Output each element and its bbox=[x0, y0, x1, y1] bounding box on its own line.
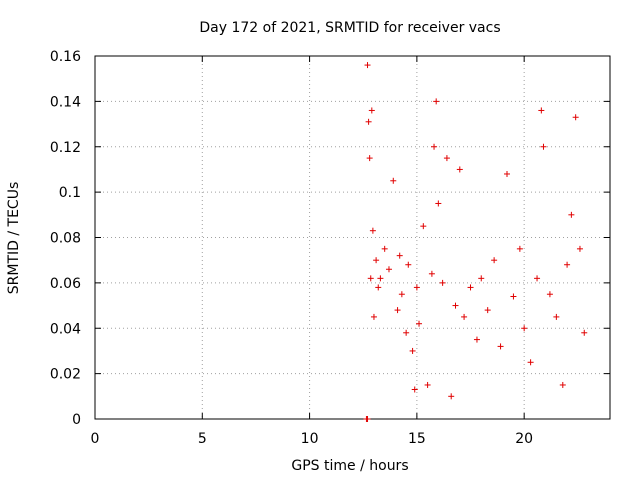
data-point bbox=[435, 200, 442, 207]
data-point bbox=[394, 307, 401, 314]
data-point bbox=[491, 257, 498, 264]
data-point bbox=[428, 270, 435, 277]
data-point bbox=[538, 107, 545, 114]
data-point bbox=[385, 266, 392, 273]
data-points bbox=[363, 62, 588, 422]
data-point bbox=[516, 245, 523, 252]
data-point bbox=[433, 98, 440, 105]
data-point bbox=[381, 245, 388, 252]
data-point bbox=[527, 359, 534, 366]
data-point bbox=[364, 416, 371, 422]
data-point bbox=[368, 107, 375, 114]
data-point bbox=[452, 302, 459, 309]
data-point bbox=[375, 284, 382, 291]
data-point bbox=[540, 143, 547, 150]
data-point bbox=[521, 325, 528, 332]
data-point bbox=[504, 170, 510, 177]
data-point bbox=[405, 261, 412, 268]
data-point bbox=[484, 307, 491, 314]
data-point bbox=[559, 381, 566, 388]
y-axis-ticks: 0 0.02 0.04 0.06 0.08 0.1 0.12 0.14 0.16 bbox=[50, 49, 610, 428]
y-tick-label: 0.06 bbox=[50, 276, 81, 292]
data-point bbox=[370, 313, 377, 320]
data-point bbox=[546, 291, 553, 298]
data-point bbox=[478, 275, 485, 282]
x-tick-label: 10 bbox=[301, 431, 319, 447]
data-point bbox=[369, 227, 376, 234]
data-point bbox=[448, 393, 455, 400]
y-tick-label: 0.1 bbox=[59, 185, 81, 201]
grid-layer bbox=[95, 56, 610, 419]
data-point bbox=[420, 223, 427, 230]
y-tick-label: 0.04 bbox=[50, 321, 81, 337]
chart-title: Day 172 of 2021, SRMTID for receiver vac… bbox=[199, 20, 500, 36]
data-point bbox=[396, 252, 403, 259]
data-point bbox=[439, 279, 446, 286]
data-point bbox=[373, 257, 380, 264]
y-tick-label: 0.02 bbox=[50, 367, 81, 383]
y-tick-label: 0.08 bbox=[50, 231, 81, 247]
x-tick-label: 5 bbox=[198, 431, 207, 447]
data-point bbox=[398, 291, 405, 298]
data-point bbox=[403, 329, 410, 336]
x-tick-label: 15 bbox=[408, 431, 426, 447]
data-point bbox=[456, 166, 463, 173]
y-tick-label: 0.14 bbox=[50, 94, 81, 110]
data-point bbox=[568, 211, 575, 218]
data-point bbox=[461, 313, 468, 320]
data-point bbox=[364, 62, 371, 69]
data-point bbox=[510, 293, 517, 300]
data-point bbox=[390, 177, 397, 184]
data-point bbox=[411, 386, 418, 393]
y-tick-label: 0 bbox=[72, 412, 81, 428]
x-tick-label: 20 bbox=[515, 431, 533, 447]
plot-area-frame bbox=[94, 55, 611, 420]
x-axis-ticks: 0 5 10 15 20 bbox=[91, 56, 533, 447]
y-tick-label: 0.16 bbox=[50, 49, 81, 65]
data-point bbox=[409, 347, 416, 354]
data-point bbox=[581, 329, 588, 336]
data-point bbox=[367, 275, 374, 282]
x-axis-label: GPS time / hours bbox=[291, 458, 408, 474]
data-point bbox=[443, 155, 450, 162]
data-point bbox=[534, 275, 541, 282]
x-tick-label: 0 bbox=[91, 431, 100, 447]
data-point bbox=[572, 114, 579, 121]
data-point bbox=[413, 284, 420, 291]
data-point bbox=[431, 143, 438, 150]
data-point bbox=[473, 336, 480, 343]
y-tick-label: 0.12 bbox=[50, 140, 81, 156]
data-point bbox=[416, 320, 423, 327]
data-point bbox=[377, 275, 384, 282]
data-point bbox=[424, 381, 431, 388]
data-point bbox=[366, 155, 373, 162]
data-point bbox=[497, 343, 504, 350]
data-point bbox=[553, 313, 560, 320]
data-point bbox=[564, 261, 571, 268]
data-point bbox=[576, 245, 583, 252]
y-axis-label: SRMTID / TECUs bbox=[6, 182, 22, 295]
data-point bbox=[467, 284, 474, 291]
data-point bbox=[365, 118, 372, 125]
